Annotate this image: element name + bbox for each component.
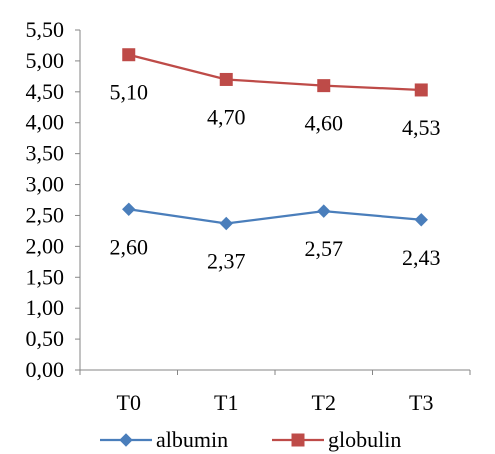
y-tick-label: 4,00 [26,110,65,135]
data-label-albumin: 2,37 [207,248,246,273]
legend-marker-albumin [119,433,133,447]
legend-label-albumin: albumin [156,427,228,452]
data-point-albumin [414,213,428,227]
x-tick-label: T3 [409,390,433,415]
x-tick-label: T2 [312,390,336,415]
series-line-albumin [128,208,422,225]
y-tick-label: 0,00 [26,357,65,382]
series-albumin [122,202,428,231]
x-tick-label: T0 [117,390,141,415]
data-point-albumin [317,204,331,218]
y-axis-tick-labels: 0,00 0,50 1,00 1,50 2,00 2,50 3,00 3,50 4,00 4,50… [26,17,65,382]
data-point-globulin [414,83,428,97]
y-tick-label: 1,00 [26,295,65,320]
x-axis-tick-labels: T0 T1 T2 T3 [117,390,434,415]
legend-entry-albumin: albumin [100,427,228,452]
y-tick-label: 2,50 [26,202,65,227]
data-label-globulin: 5,10 [110,80,149,105]
legend-entry-globulin: globulin [272,427,401,452]
series-globulin [122,48,428,97]
y-tick-label: 1,50 [26,264,65,289]
y-tick-label: 5,00 [26,48,65,73]
series-group [122,48,428,231]
y-tick-label: 5,50 [26,17,65,42]
data-point-albumin [122,202,136,216]
x-tick-label: T1 [214,390,238,415]
y-tick-label: 0,50 [26,326,65,351]
y-tick-label: 4,50 [26,79,65,104]
data-label-albumin: 2,43 [402,245,441,270]
axes [75,29,471,375]
legend-marker-globulin [291,433,305,447]
data-point-globulin [219,72,233,86]
data-label-globulin: 4,60 [305,111,344,136]
data-label-albumin: 2,60 [110,234,149,259]
data-point-albumin [219,216,233,231]
data-point-globulin [317,79,331,93]
data-label-globulin: 4,70 [207,104,246,129]
data-label-albumin: 2,57 [305,236,344,261]
y-tick-label: 3,00 [26,172,65,197]
y-tick-label: 3,50 [26,141,65,166]
data-point-globulin [122,48,136,62]
data-label-globulin: 4,53 [402,115,441,140]
series-line-globulin [128,53,422,92]
data-labels: 2,60 2,37 2,57 2,43 5,10 4,70 4,60 4,53 [110,80,441,274]
legend: albumin globulin [100,427,401,452]
legend-label-globulin: globulin [328,427,401,452]
y-tick-label: 2,00 [26,233,65,258]
